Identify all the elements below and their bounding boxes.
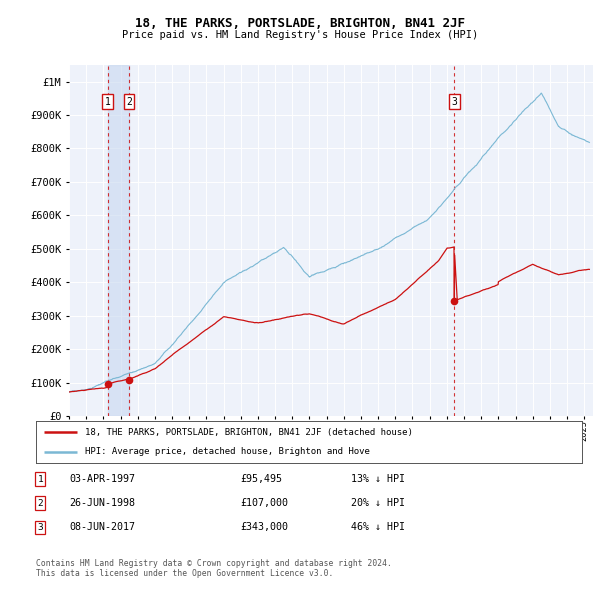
Text: Contains HM Land Registry data © Crown copyright and database right 2024.: Contains HM Land Registry data © Crown c… [36, 559, 392, 568]
Text: 46% ↓ HPI: 46% ↓ HPI [351, 523, 405, 532]
Text: 3: 3 [37, 523, 43, 532]
Text: 13% ↓ HPI: 13% ↓ HPI [351, 474, 405, 484]
Text: £95,495: £95,495 [240, 474, 282, 484]
Text: 08-JUN-2017: 08-JUN-2017 [69, 523, 135, 532]
Text: 1: 1 [105, 97, 110, 107]
Text: 26-JUN-1998: 26-JUN-1998 [69, 499, 135, 508]
Text: 1: 1 [37, 474, 43, 484]
Text: 20% ↓ HPI: 20% ↓ HPI [351, 499, 405, 508]
Text: 18, THE PARKS, PORTSLADE, BRIGHTON, BN41 2JF: 18, THE PARKS, PORTSLADE, BRIGHTON, BN41… [135, 17, 465, 30]
Text: HPI: Average price, detached house, Brighton and Hove: HPI: Average price, detached house, Brig… [85, 447, 370, 456]
Text: £107,000: £107,000 [240, 499, 288, 508]
Text: 18, THE PARKS, PORTSLADE, BRIGHTON, BN41 2JF (detached house): 18, THE PARKS, PORTSLADE, BRIGHTON, BN41… [85, 428, 413, 437]
Text: Price paid vs. HM Land Registry's House Price Index (HPI): Price paid vs. HM Land Registry's House … [122, 30, 478, 40]
Text: 3: 3 [451, 97, 457, 107]
Text: 2: 2 [37, 499, 43, 508]
Text: 03-APR-1997: 03-APR-1997 [69, 474, 135, 484]
Text: £343,000: £343,000 [240, 523, 288, 532]
Text: 2: 2 [126, 97, 132, 107]
Bar [107, 65, 129, 416]
Text: This data is licensed under the Open Government Licence v3.0.: This data is licensed under the Open Gov… [36, 569, 334, 578]
